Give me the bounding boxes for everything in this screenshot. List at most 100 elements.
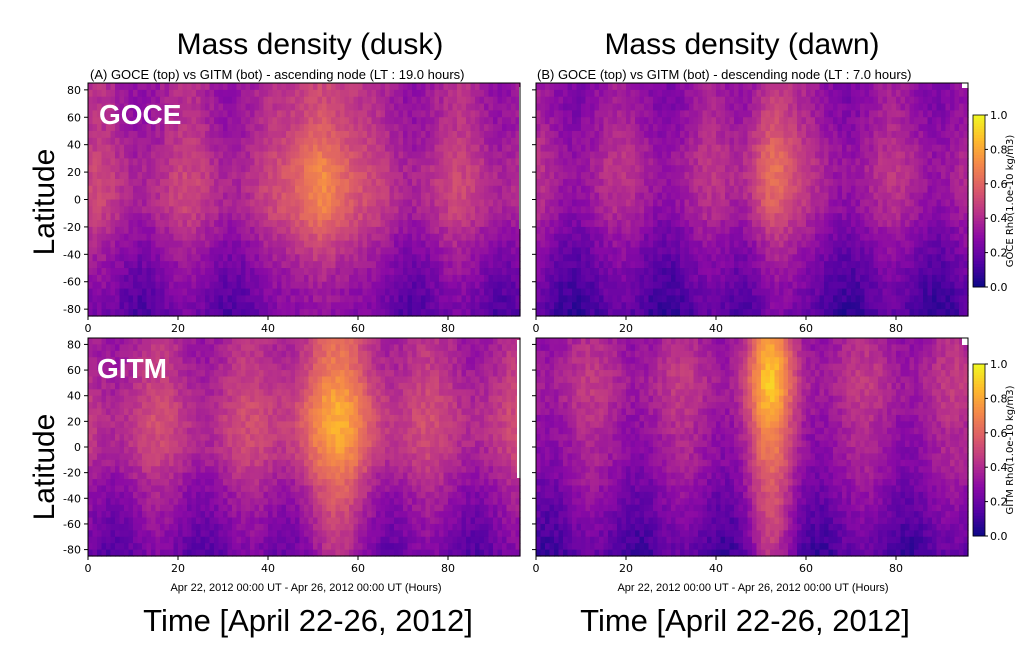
heatmap-cell: [218, 83, 224, 91]
heatmap-cell: [344, 240, 350, 249]
heatmap-cell: [205, 158, 211, 166]
heatmap-cell: [572, 144, 578, 153]
heatmap-cell: [497, 130, 503, 139]
heatmap-cell: [430, 274, 436, 283]
heatmap-cell: [389, 213, 395, 221]
heatmap-cell: [335, 137, 341, 146]
heatmap-cell: [479, 247, 485, 255]
heatmap-cell: [313, 151, 319, 159]
heatmap-cell: [101, 151, 107, 159]
heatmap-cell: [358, 206, 364, 214]
heatmap-cell: [621, 89, 627, 98]
heatmap-cell: [124, 144, 130, 153]
heatmap-cell: [711, 247, 717, 255]
heatmap-cell: [617, 309, 623, 317]
heatmap-cell: [227, 117, 233, 125]
heatmap-cell: [558, 295, 564, 303]
heatmap-cell: [484, 192, 490, 201]
heatmap-cell: [380, 295, 386, 303]
heatmap-cell: [515, 83, 521, 91]
heatmap-cell: [752, 158, 758, 166]
heatmap-cell: [756, 137, 762, 146]
heatmap-cell: [594, 117, 600, 125]
heatmap-cell: [466, 233, 472, 242]
heatmap-cell: [110, 199, 116, 207]
heatmap-cell: [752, 172, 758, 180]
heatmap-cell: [236, 226, 242, 235]
heatmap-cell: [576, 302, 582, 310]
heatmap-cell: [299, 281, 305, 290]
heatmap-cell: [214, 137, 220, 146]
heatmap-cell: [594, 178, 600, 187]
heatmap-cell: [88, 172, 94, 180]
heatmap-cell: [295, 89, 301, 98]
heatmap-cell: [380, 288, 386, 297]
heatmap-cell: [576, 158, 582, 166]
heatmap-cell: [479, 185, 485, 194]
heatmap-cell: [137, 192, 143, 201]
heatmap-cell: [101, 165, 107, 173]
heatmap-cell: [259, 158, 265, 166]
heatmap-cell: [110, 103, 116, 112]
heatmap-cell: [106, 172, 112, 180]
heatmap-cell: [169, 117, 175, 125]
heatmap-cell: [178, 309, 184, 317]
heatmap-cell: [164, 151, 170, 159]
heatmap-cell: [277, 89, 283, 98]
heatmap-cell: [259, 295, 265, 303]
heatmap-cell: [448, 185, 454, 194]
heatmap-cell: [475, 192, 481, 201]
heatmap-cell: [344, 83, 350, 91]
heatmap-cell: [223, 199, 229, 207]
heatmap-cell: [484, 226, 490, 235]
heatmap-cell: [511, 309, 517, 317]
heatmap-cell: [443, 96, 449, 105]
heatmap-cell: [653, 288, 659, 297]
heatmap-cell: [621, 110, 627, 118]
heatmap-cell: [585, 124, 591, 132]
heatmap-cell: [385, 130, 391, 139]
heatmap-cell: [511, 103, 517, 112]
heatmap-cell: [101, 158, 107, 166]
heatmap-cell: [115, 295, 121, 303]
heatmap-cell: [554, 295, 560, 303]
heatmap-cell: [493, 117, 499, 125]
heatmap-cell: [662, 130, 668, 139]
heatmap-cell: [475, 144, 481, 153]
heatmap-cell: [155, 274, 161, 283]
heatmap-cell: [308, 233, 314, 242]
heatmap-cell: [277, 124, 283, 132]
heatmap-cell: [488, 151, 494, 159]
heatmap-cell: [698, 130, 704, 139]
heatmap-cell: [304, 288, 310, 297]
heatmap-cell: [331, 226, 337, 235]
heatmap-cell: [403, 151, 409, 159]
heatmap-cell: [376, 268, 382, 276]
heatmap-cell: [376, 178, 382, 187]
heatmap-cell: [549, 295, 555, 303]
heatmap-cell: [97, 240, 103, 249]
heatmap-cell: [666, 151, 672, 159]
heatmap-cell: [317, 295, 323, 303]
heatmap-cell: [250, 288, 256, 297]
heatmap-cell: [743, 89, 749, 98]
heatmap-cell: [448, 83, 454, 91]
heatmap-cell: [385, 158, 391, 166]
heatmap-cell: [470, 309, 476, 317]
heatmap-cell: [689, 144, 695, 153]
heatmap-cell: [196, 220, 202, 228]
heatmap-cell: [430, 240, 436, 249]
heatmap-cell: [232, 165, 238, 173]
heatmap-cell: [475, 165, 481, 173]
heatmap-cell: [689, 288, 695, 297]
heatmap-cell: [281, 103, 287, 112]
heatmap-cell: [164, 130, 170, 139]
heatmap-cell: [434, 261, 440, 269]
heatmap-cell: [187, 295, 193, 303]
heatmap-cell: [545, 172, 551, 180]
heatmap-cell: [308, 117, 314, 125]
heatmap-cell: [245, 247, 251, 255]
heatmap-cell: [515, 213, 521, 221]
heatmap-cell: [101, 144, 107, 153]
heatmap-cell: [452, 96, 458, 105]
